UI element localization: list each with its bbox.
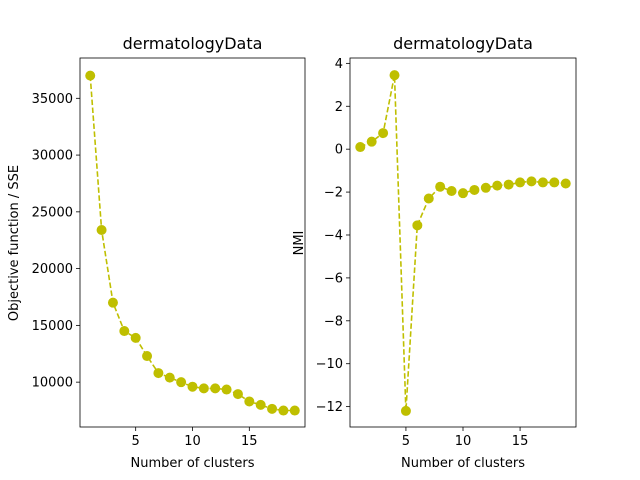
data-point [278,405,289,416]
data-point [537,177,548,188]
left-chart-sse: dermatologyData Number of clusters Objec… [7,34,306,471]
data-point [503,179,514,190]
data-point [526,176,537,187]
y-tick-label: −10 [316,357,343,372]
axes-frame [349,57,577,428]
data-point [210,383,221,394]
y-tick-label: −8 [324,314,343,329]
data-point [96,225,107,236]
data-point [164,372,175,383]
right-chart-nmi: dermatologyData Number of clusters NMI 5… [292,34,577,471]
data-point [289,405,300,416]
series-line [359,75,566,411]
data-point [389,70,400,81]
data-point [560,178,571,189]
x-tick-label: 15 [241,434,258,449]
data-point [221,384,232,395]
x-tick-label: 5 [132,434,140,449]
y-tick-label: 0 [335,143,343,158]
x-axis-label: Number of clusters [130,456,254,471]
series-line [89,75,295,412]
data-point [400,405,411,416]
chart-title: dermatologyData [123,34,263,53]
x-axis-label: Number of clusters [401,456,525,471]
data-point [232,389,243,400]
data-point [255,399,266,410]
data-point [549,177,560,188]
y-tick-label: 30000 [32,149,73,164]
y-tick-label: −4 [324,228,343,243]
x-tick-label: 5 [402,434,410,449]
y-tick-label: 2 [335,100,343,115]
y-tick-label: 4 [335,57,343,72]
y-tick-label: 25000 [32,205,73,220]
axes-frame [79,57,306,428]
data-point [142,351,153,362]
data-point [130,332,141,343]
x-tick-label: 10 [184,434,201,449]
data-point [492,180,503,191]
data-point [187,381,198,392]
data-point [515,177,526,188]
y-axis-label: Objective function / SSE [7,165,22,321]
x-tick-label: 10 [455,434,472,449]
data-point [244,396,255,407]
data-point [412,220,423,231]
data-point [119,326,130,337]
x-tick-label: 15 [512,434,529,449]
data-point [378,128,389,139]
data-point [198,383,209,394]
y-tick-label: −12 [316,400,343,415]
data-point [355,142,366,153]
data-point [458,188,468,199]
y-tick-label: −2 [324,186,343,201]
data-point [469,184,480,195]
y-tick-label: 15000 [32,319,73,334]
y-axis-label: NMI [292,231,307,256]
data-point [446,186,457,197]
data-point [153,368,164,379]
data-point [423,193,434,204]
data-point [85,70,96,81]
y-tick-label: 20000 [32,262,73,277]
data-point [435,181,446,192]
data-point [176,377,187,388]
y-tick-label: 35000 [32,92,73,107]
y-tick-label: 10000 [32,376,73,391]
data-point [366,136,377,147]
data-point [107,297,118,308]
data-point [267,403,278,414]
y-tick-label: −6 [324,271,343,286]
data-point [480,182,491,193]
chart-title: dermatologyData [393,34,533,53]
